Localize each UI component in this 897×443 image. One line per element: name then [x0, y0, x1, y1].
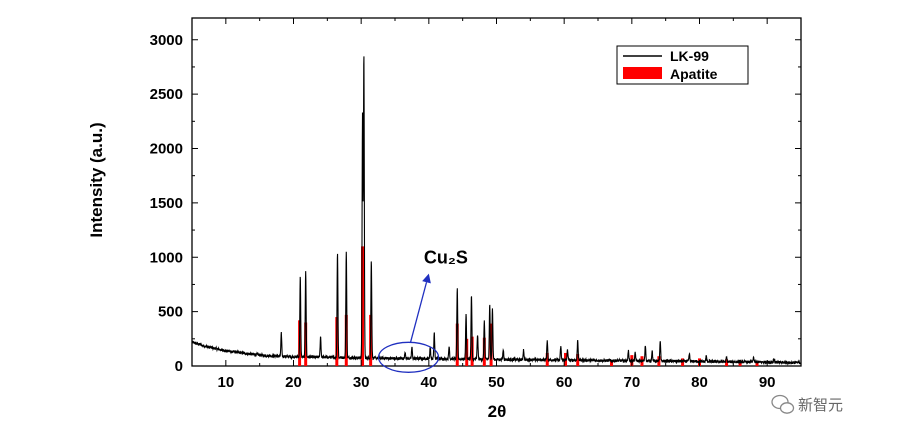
x-axis-ticks: 10 20 30 40 50 60 70 80 90 [191, 18, 802, 391]
y-tick-label: 2000 [150, 141, 183, 158]
watermark: 新智元 [771, 394, 843, 414]
x-tick-label: 10 [217, 374, 234, 391]
annotation-label: Cu₂S [424, 248, 468, 268]
x-tick-label: 90 [759, 374, 776, 391]
x-tick-label: 40 [420, 374, 437, 391]
y-tick-label: 3000 [150, 32, 183, 49]
x-axis-label: 2θ [488, 402, 507, 421]
legend-lk99-label: LK-99 [670, 48, 709, 64]
cu2s-annotation: Cu₂S [377, 248, 468, 373]
annotation-ellipse [377, 341, 440, 373]
x-tick-label: 70 [623, 374, 640, 391]
apatite-series [298, 246, 759, 366]
legend: LK-99 Apatite [616, 45, 749, 85]
y-tick-label: 500 [158, 304, 183, 321]
watermark-text: 新智元 [798, 396, 843, 414]
annotation-arrowhead [422, 273, 431, 284]
y-axis-label: Intensity (a.u.) [87, 122, 106, 237]
lk99-series-line [191, 56, 801, 366]
x-tick-label: 80 [691, 374, 708, 391]
y-tick-label: 2500 [150, 86, 183, 103]
legend-apatite-label: Apatite [670, 66, 718, 82]
y-tick-label: 1500 [150, 195, 183, 212]
legend-apatite-swatch [623, 67, 662, 79]
x-tick-label: 60 [556, 374, 573, 391]
x-tick-label: 20 [285, 374, 302, 391]
x-tick-label: 30 [353, 374, 370, 391]
x-tick-label: 50 [488, 374, 505, 391]
y-tick-label: 0 [175, 358, 183, 375]
y-tick-label: 1000 [150, 249, 183, 266]
y-axis-ticks: 0 500 1000 1500 2000 2500 3000 [150, 32, 801, 375]
annotation-arrow [409, 282, 428, 343]
wechat-icon [771, 394, 795, 414]
